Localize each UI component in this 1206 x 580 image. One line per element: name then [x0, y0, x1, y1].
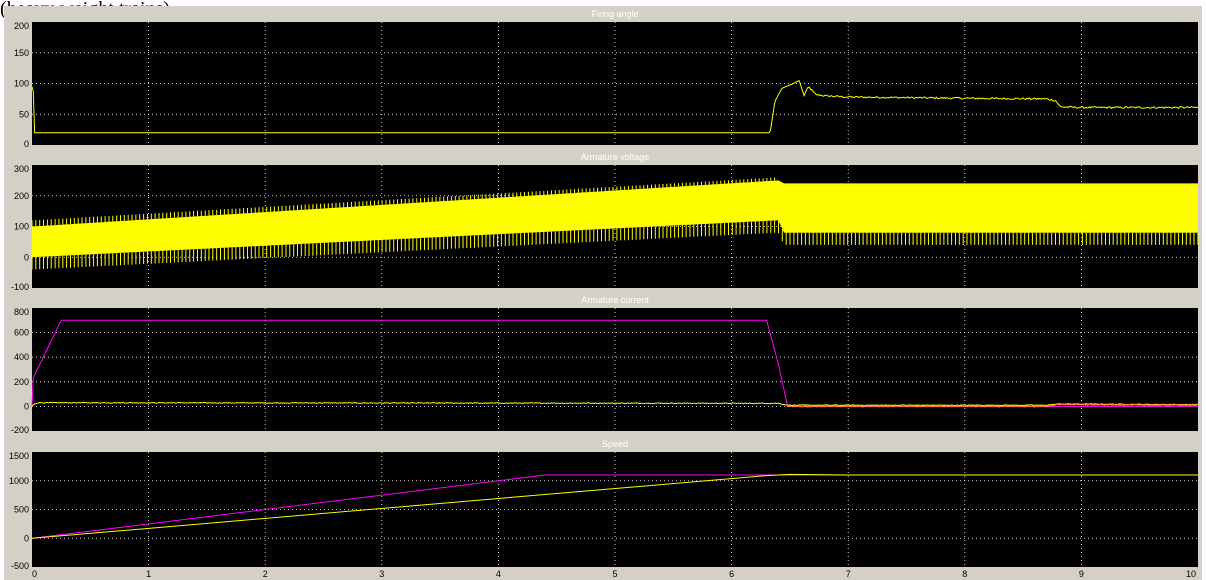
panel-title: Firing angle [591, 9, 638, 19]
trace-line [787, 403, 1198, 409]
y-tick-label: 400 [14, 352, 29, 362]
y-tick-label: 150 [14, 48, 29, 58]
x-tick-label: 5 [612, 569, 617, 579]
x-tick-label: 7 [846, 569, 851, 579]
trace-line [31, 401, 1199, 407]
trace-line [31, 319, 1198, 407]
x-tick-label: 0 [32, 569, 37, 579]
x-tick-label: 4 [496, 569, 501, 579]
y-tick-label: 0 [24, 252, 29, 262]
x-tick-label: 10 [1186, 569, 1196, 579]
y-tick-label: 100 [14, 79, 29, 89]
y-tick-label: 200 [14, 21, 29, 31]
trace-line [31, 473, 1198, 539]
y-tick-label: 200 [14, 191, 29, 201]
scope-window: Firing angle 0 50 100 150 200 Armature voltage… [4, 6, 1202, 580]
x-tick-label: 9 [1079, 569, 1084, 579]
y-tick-label: 0 [24, 139, 29, 149]
y-tick-label: 500 [14, 505, 29, 515]
y-tick-label: 0 [24, 401, 29, 411]
y-tick-label: 300 [14, 164, 29, 174]
y-tick-label: 600 [14, 328, 29, 338]
x-tick-label: 8 [962, 569, 967, 579]
panel-title: Armature current [581, 295, 649, 305]
y-tick-label: -500 [11, 561, 29, 571]
voltage-band [32, 180, 1198, 258]
x-tick-label: 2 [263, 569, 268, 579]
trace-line [31, 79, 1199, 134]
y-tick-label: 0 [24, 533, 29, 543]
plot-area [32, 452, 1198, 567]
y-tick-label: -100 [11, 282, 29, 292]
x-tick-label: 3 [379, 569, 384, 579]
y-tick-label: 50 [19, 109, 29, 119]
panel-title: Armature voltage [581, 152, 650, 162]
y-tick-label: 800 [14, 307, 29, 317]
y-tick-label: 1000 [9, 476, 29, 486]
y-tick-label: -200 [11, 425, 29, 435]
y-tick-label: 1500 [9, 451, 29, 461]
y-tick-label: 100 [14, 222, 29, 232]
panel-title: Speed [602, 439, 628, 449]
x-tick-label: 6 [729, 569, 734, 579]
voltage-ripple [31, 177, 1199, 270]
x-tick-label: 1 [146, 569, 151, 579]
y-tick-label: 200 [14, 377, 29, 387]
